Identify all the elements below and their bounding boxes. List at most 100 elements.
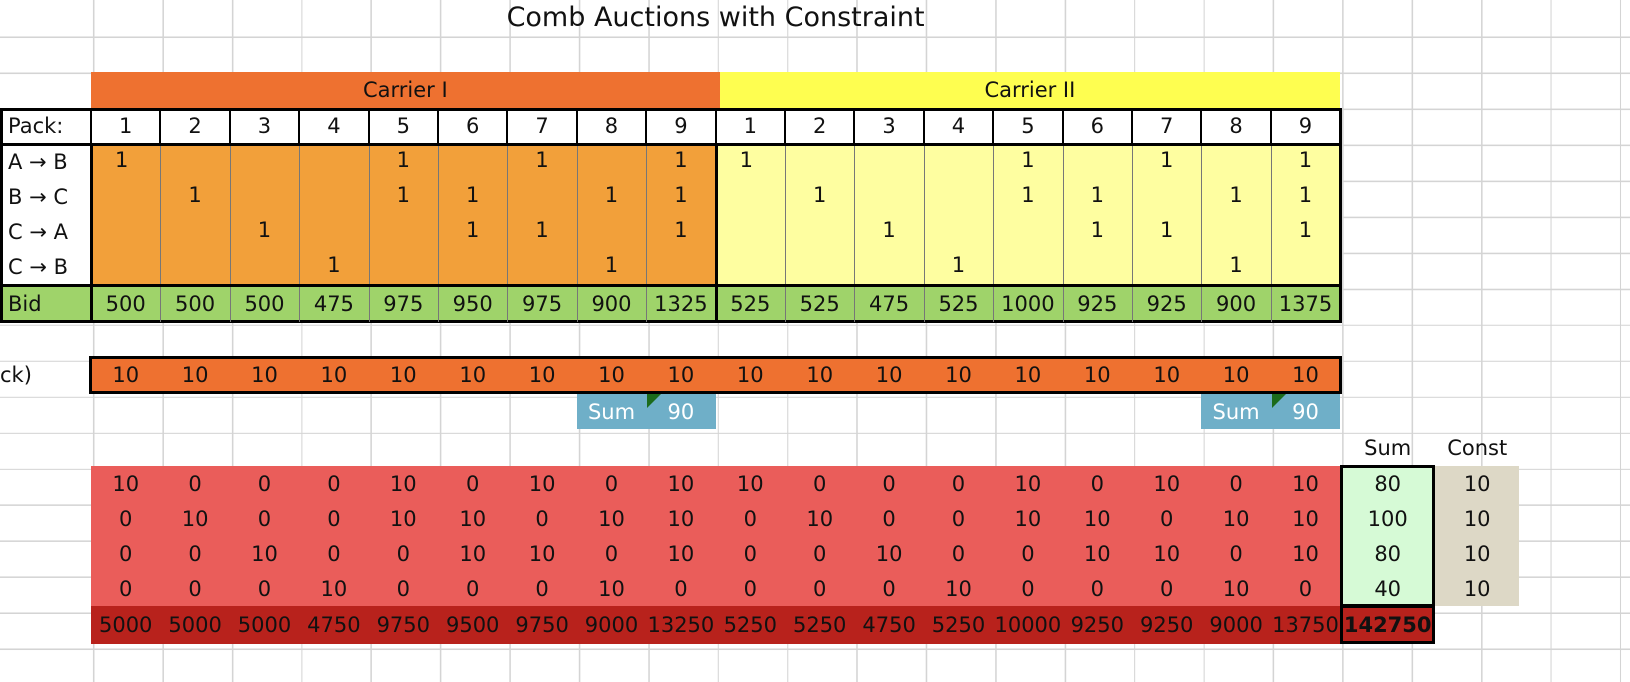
bid-cell[interactable]: 525 [923, 285, 994, 322]
revenue-cell[interactable]: 5000 [229, 606, 300, 644]
route-pack-cell[interactable] [229, 249, 300, 285]
allocation-cell[interactable]: 10 [438, 356, 508, 394]
usage-cell[interactable]: 0 [1201, 536, 1271, 571]
allocation-cell[interactable]: 10 [715, 356, 785, 394]
allocation-cell[interactable]: 10 [1062, 356, 1132, 394]
constraint-cell[interactable]: 10 [1435, 501, 1520, 536]
route-pack-cell[interactable] [785, 249, 855, 285]
route-pack-cell[interactable] [438, 144, 508, 179]
revenue-cell[interactable]: 13250 [646, 606, 716, 644]
bid-cell[interactable]: 975 [368, 285, 438, 322]
route-pack-cell[interactable]: 1 [1201, 249, 1271, 285]
route-pack-cell[interactable] [91, 249, 161, 285]
usage-cell[interactable]: 0 [993, 536, 1063, 571]
bid-cell[interactable]: 500 [160, 285, 230, 322]
sheet-title[interactable]: Comb Auctions with Constraint [506, 1, 925, 33]
route-pack-cell[interactable]: 1 [438, 214, 508, 249]
bid-cell[interactable]: 1000 [993, 285, 1063, 322]
bid-cell[interactable]: 925 [1132, 285, 1202, 322]
route-pack-cell[interactable] [923, 179, 994, 214]
route-pack-cell[interactable]: 1 [1132, 144, 1202, 179]
route-pack-cell[interactable]: 1 [1270, 214, 1341, 249]
pack-number[interactable]: 8 [576, 108, 647, 144]
route-pack-cell[interactable] [854, 179, 924, 214]
pack-number[interactable]: 3 [854, 108, 924, 144]
usage-cell[interactable]: 0 [715, 536, 785, 571]
usage-cell[interactable]: 10 [646, 501, 716, 536]
route-pack-cell[interactable]: 1 [576, 249, 647, 285]
bid-cell[interactable]: 525 [715, 285, 785, 322]
usage-cell[interactable]: 10 [1270, 466, 1341, 501]
usage-cell[interactable]: 0 [715, 571, 785, 606]
pack-number[interactable]: 1 [715, 108, 785, 144]
pack-number[interactable]: 5 [368, 108, 438, 144]
route-pack-cell[interactable]: 1 [1201, 179, 1271, 214]
bid-cell[interactable]: 950 [438, 285, 508, 322]
usage-cell[interactable]: 10 [646, 466, 716, 501]
route-pack-cell[interactable] [229, 144, 300, 179]
usage-cell[interactable]: 10 [91, 466, 161, 501]
route-pack-cell[interactable] [438, 249, 508, 285]
route-pack-cell[interactable]: 1 [229, 214, 300, 249]
revenue-cell[interactable]: 4750 [854, 606, 924, 644]
usage-cell[interactable]: 10 [576, 501, 647, 536]
route-pack-cell[interactable] [993, 249, 1063, 285]
usage-cell[interactable]: 10 [160, 501, 230, 536]
usage-cell[interactable]: 0 [368, 536, 438, 571]
allocation-cell[interactable]: 10 [229, 356, 300, 394]
route-pack-cell[interactable] [1062, 144, 1132, 179]
usage-cell[interactable]: 0 [438, 571, 508, 606]
allocation-cell[interactable]: 10 [1201, 356, 1271, 394]
usage-cell[interactable]: 10 [923, 571, 994, 606]
route-pack-cell[interactable]: 1 [923, 249, 994, 285]
route-pack-cell[interactable] [1132, 179, 1202, 214]
revenue-cell[interactable]: 9750 [368, 606, 438, 644]
usage-cell[interactable]: 0 [507, 501, 577, 536]
revenue-cell[interactable]: 4750 [299, 606, 369, 644]
usage-cell[interactable]: 10 [993, 501, 1063, 536]
revenue-cell[interactable]: 13750 [1270, 606, 1341, 644]
route-pack-cell[interactable] [1201, 144, 1271, 179]
route-pack-cell[interactable]: 1 [993, 144, 1063, 179]
route-sum-cell[interactable]: 100 [1340, 501, 1436, 536]
allocation-cell[interactable]: 10 [1132, 356, 1202, 394]
route-pack-cell[interactable] [160, 249, 230, 285]
sum-column-header[interactable]: Sum [1364, 436, 1412, 460]
usage-cell[interactable]: 0 [923, 466, 994, 501]
route-pack-cell[interactable]: 1 [160, 179, 230, 214]
route-pack-cell[interactable] [368, 249, 438, 285]
pack-number[interactable]: 9 [646, 108, 716, 144]
usage-cell[interactable]: 0 [1201, 466, 1271, 501]
usage-cell[interactable]: 0 [91, 501, 161, 536]
bid-cell[interactable]: 475 [299, 285, 369, 322]
allocation-cell[interactable]: 10 [368, 356, 438, 394]
pack-number[interactable]: 2 [785, 108, 855, 144]
bid-cell[interactable]: 1375 [1270, 285, 1341, 322]
usage-cell[interactable]: 10 [438, 536, 508, 571]
route-pack-cell[interactable] [1270, 249, 1341, 285]
allocation-cell[interactable]: 10 [854, 356, 924, 394]
bid-cell[interactable]: 925 [1062, 285, 1132, 322]
usage-cell[interactable]: 0 [923, 536, 994, 571]
pack-number[interactable]: 1 [91, 108, 161, 144]
constraint-cell[interactable]: 10 [1435, 536, 1520, 571]
revenue-cell[interactable]: 9750 [507, 606, 577, 644]
usage-cell[interactable]: 10 [368, 501, 438, 536]
usage-cell[interactable]: 10 [368, 466, 438, 501]
route-sum-cell[interactable]: 80 [1340, 466, 1436, 501]
pack-number[interactable]: 3 [229, 108, 300, 144]
route-pack-cell[interactable]: 1 [438, 179, 508, 214]
usage-cell[interactable]: 0 [229, 501, 300, 536]
allocation-cell[interactable]: 10 [993, 356, 1063, 394]
route-pack-cell[interactable] [1062, 249, 1132, 285]
bid-cell[interactable]: 1325 [646, 285, 716, 322]
pack-number[interactable]: 6 [1062, 108, 1132, 144]
usage-cell[interactable]: 10 [1132, 466, 1202, 501]
usage-cell[interactable]: 0 [1062, 466, 1132, 501]
usage-cell[interactable]: 10 [507, 466, 577, 501]
allocation-cell[interactable]: 10 [923, 356, 994, 394]
allocation-cell[interactable]: 10 [91, 356, 161, 394]
route-label[interactable]: C → B [2, 249, 91, 285]
route-pack-cell[interactable] [229, 179, 300, 214]
bid-cell[interactable]: 900 [1201, 285, 1271, 322]
